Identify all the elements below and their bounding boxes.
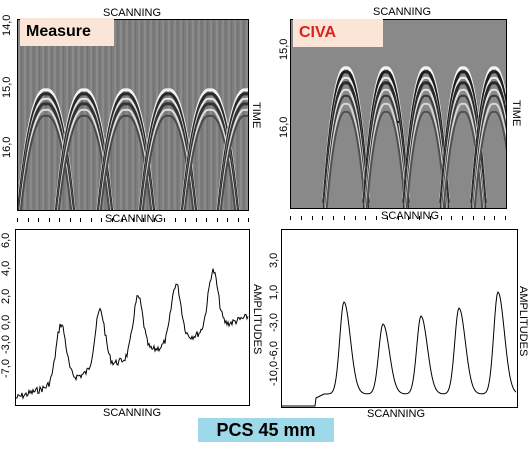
measure-amplitude-svg [16, 268, 249, 400]
measure-echo-arcs [18, 88, 248, 210]
tl-scan-ticks [17, 209, 249, 222]
bl-tick-m3: -3,0 [0, 335, 12, 354]
civa-legend: CIVA [293, 19, 383, 47]
bl-amplitudes-label: AMPLITUDES [251, 284, 263, 355]
bl-tick-4: 4,0 [0, 260, 12, 276]
br-tick-m10: -10,0 [268, 360, 280, 386]
civa-echo-arcs [322, 66, 506, 208]
tr-tick-150: 15,0 [278, 38, 290, 60]
tr-time-label: TIME [510, 100, 522, 127]
tl-time-label: TIME [250, 102, 262, 129]
measure-bscan-image [17, 19, 249, 211]
tl-tick-140: 14,0 [1, 14, 13, 36]
bl-tick-6: 6,0 [0, 232, 12, 248]
tr-top-scanning-label: SCANNING [373, 6, 432, 18]
measure-bscan-svg [18, 20, 248, 210]
tr-tick-160: 16,0 [278, 116, 290, 138]
br-amplitudes-label: AMPLITUDES [517, 286, 529, 357]
bl-tick-2: 2,0 [0, 288, 12, 304]
tl-top-scanning-label: SCANNING [103, 7, 162, 19]
br-tick-m3: -3,0 [268, 313, 280, 332]
civa-amplitude-svg [282, 290, 517, 407]
br-tick-m6: -6,0 [268, 341, 280, 360]
measure-legend: Measure [20, 18, 114, 46]
bl-tick-m7: -7,0 [0, 359, 12, 378]
br-tick-1: 1,0 [268, 284, 280, 300]
measure-amplitude-plot [15, 229, 250, 406]
bl-scanning-label: SCANNING [103, 407, 162, 419]
civa-bscan-svg [291, 20, 506, 208]
caption-pcs: PCS 45 mm [198, 418, 334, 442]
bl-tick-0: 0,0 [0, 314, 12, 330]
tl-bottom-scanning-label: SCANNING [105, 213, 164, 225]
measure-amplitude-trace [16, 268, 249, 400]
tl-tick-150: 15,0 [1, 76, 13, 98]
tl-tick-160: 16,0 [1, 136, 13, 158]
br-tick-3: 3,0 [268, 252, 280, 268]
civa-amplitude-plot [281, 229, 518, 408]
br-scanning-label: SCANNING [367, 408, 426, 420]
tr-scan-ticks [290, 207, 506, 220]
civa-amplitude-trace [282, 290, 517, 407]
civa-bscan-image [290, 19, 507, 209]
tr-bottom-scanning-label: SCANNING [381, 210, 440, 222]
